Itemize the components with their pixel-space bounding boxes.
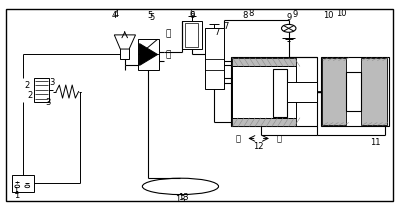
Text: 3: 3 — [45, 98, 51, 107]
Text: 10: 10 — [324, 11, 334, 20]
Text: 低: 低 — [277, 134, 282, 143]
Bar — [120, 35, 129, 59]
Text: 6: 6 — [189, 9, 195, 18]
Text: 13: 13 — [178, 193, 189, 203]
Bar — [321, 57, 389, 126]
Text: 8: 8 — [248, 9, 253, 18]
Text: 7: 7 — [214, 28, 219, 37]
Bar — [273, 69, 287, 117]
Text: 5: 5 — [148, 11, 153, 20]
Bar — [205, 28, 224, 89]
Text: 1: 1 — [13, 187, 19, 196]
Text: 13: 13 — [175, 195, 186, 204]
Text: 3: 3 — [49, 78, 55, 87]
Text: 7: 7 — [224, 22, 229, 31]
Text: 5: 5 — [150, 13, 155, 22]
Text: 6: 6 — [190, 11, 195, 20]
Bar — [232, 118, 296, 126]
Text: 1: 1 — [14, 191, 20, 200]
Text: 12: 12 — [253, 141, 264, 151]
Polygon shape — [140, 44, 158, 65]
Text: 9: 9 — [292, 10, 298, 19]
Ellipse shape — [142, 178, 219, 194]
Bar — [231, 57, 317, 126]
Bar — [12, 175, 34, 192]
Text: 4: 4 — [111, 11, 117, 20]
Bar — [232, 58, 296, 66]
Text: 高: 高 — [236, 134, 241, 143]
Bar — [361, 58, 387, 125]
Polygon shape — [114, 35, 136, 49]
Text: 2: 2 — [27, 91, 33, 100]
Bar — [34, 78, 49, 102]
Bar — [182, 21, 202, 49]
Text: 2: 2 — [24, 81, 30, 90]
Text: 9: 9 — [286, 13, 292, 22]
Bar — [6, 9, 393, 201]
Bar — [185, 23, 198, 47]
Text: 4: 4 — [113, 10, 119, 19]
Text: 低: 低 — [165, 29, 170, 38]
Bar — [322, 58, 346, 125]
Text: 高: 高 — [165, 50, 170, 60]
Polygon shape — [140, 39, 158, 54]
Text: 8: 8 — [242, 11, 247, 20]
Text: 11: 11 — [370, 138, 380, 147]
Bar — [138, 39, 159, 70]
Bar — [287, 82, 317, 102]
Bar — [232, 66, 296, 118]
Bar — [346, 72, 361, 111]
Text: 10: 10 — [336, 9, 346, 18]
